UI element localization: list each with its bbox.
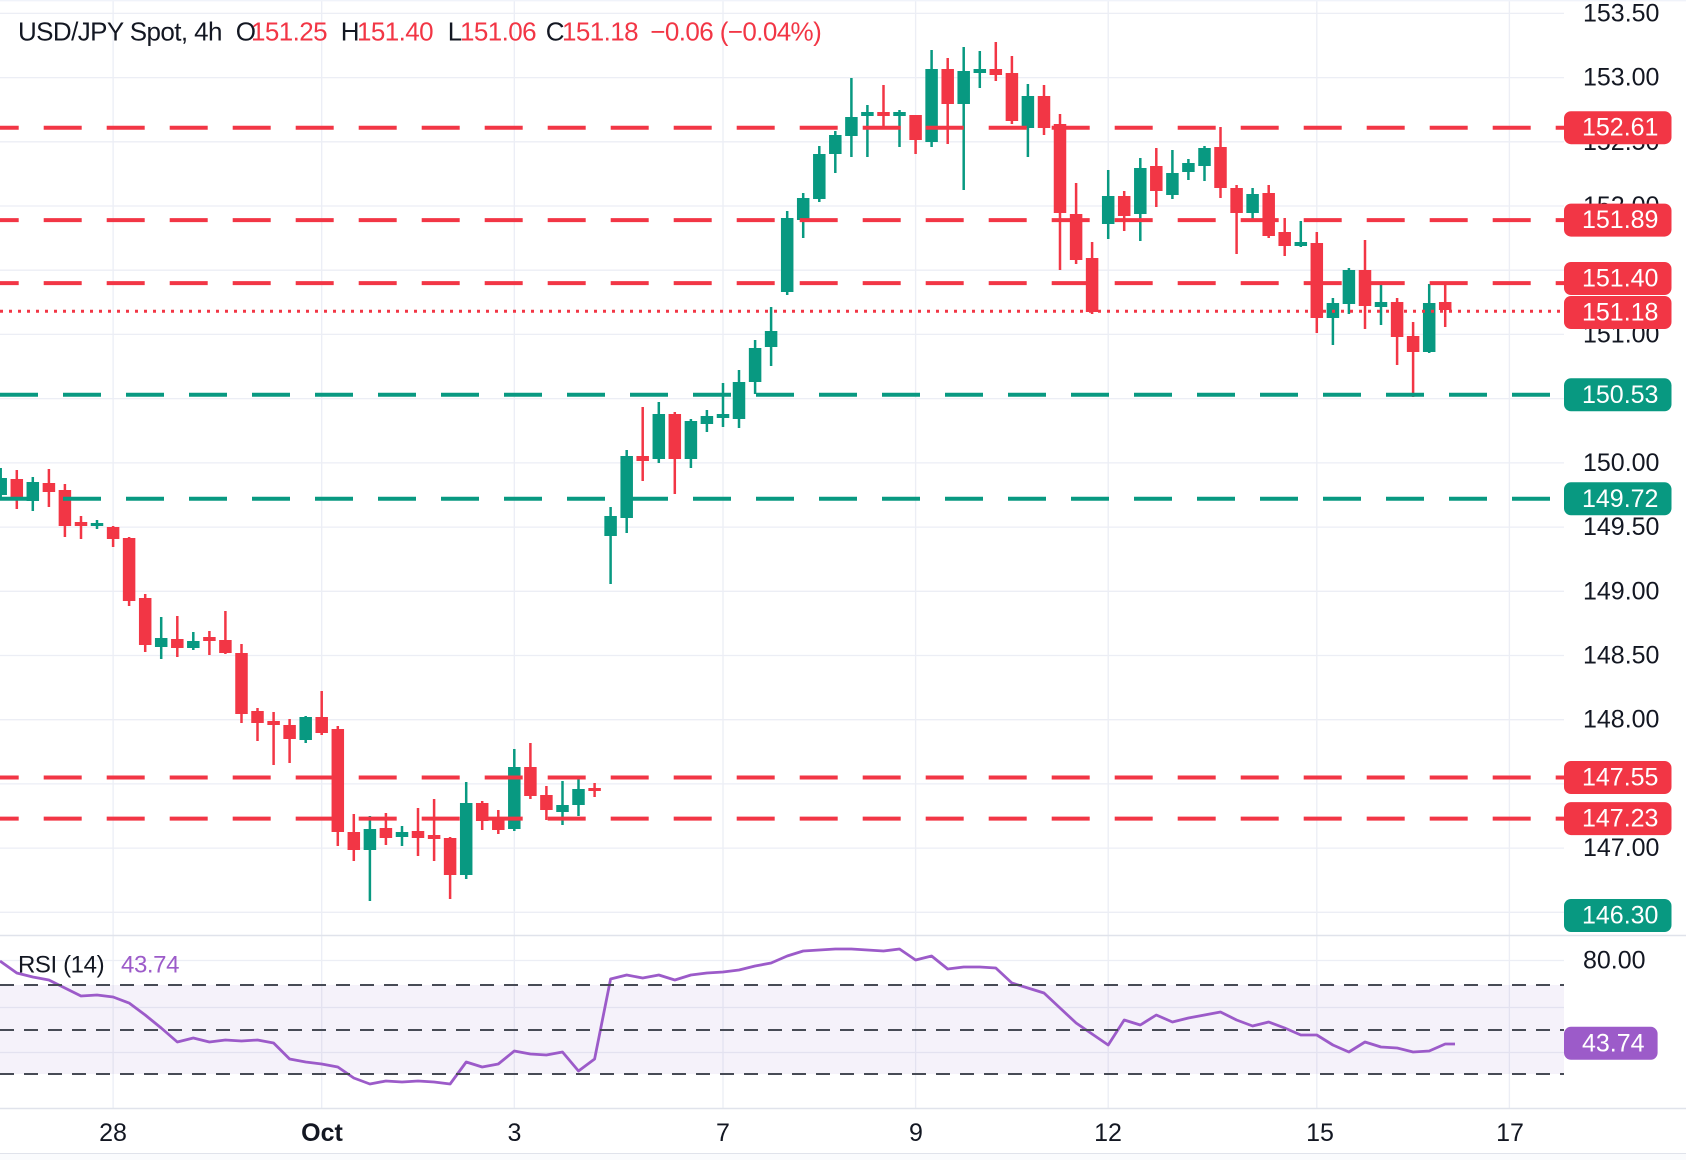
svg-text:147.00: 147.00: [1583, 834, 1659, 862]
svg-text:147.55: 147.55: [1582, 764, 1658, 792]
svg-text:151.06: 151.06: [460, 17, 536, 47]
svg-text:USD/JPY Spot, 4h: USD/JPY Spot, 4h: [18, 17, 222, 47]
svg-text:149.50: 149.50: [1583, 513, 1659, 541]
svg-text:150.00: 150.00: [1583, 449, 1659, 477]
svg-text:9: 9: [909, 1119, 923, 1147]
svg-text:43.74: 43.74: [121, 952, 179, 979]
svg-text:Oct: Oct: [301, 1119, 343, 1147]
svg-text:7: 7: [716, 1119, 730, 1147]
svg-text:149.72: 149.72: [1582, 485, 1658, 513]
svg-text:148.00: 148.00: [1583, 706, 1659, 734]
svg-text:12: 12: [1094, 1119, 1122, 1147]
svg-text:28: 28: [99, 1119, 127, 1147]
svg-text:O: O: [236, 17, 256, 47]
svg-text:153.50: 153.50: [1583, 0, 1659, 27]
svg-text:149.00: 149.00: [1583, 577, 1659, 605]
svg-text:151.18: 151.18: [562, 17, 638, 47]
svg-text:RSI (14): RSI (14): [18, 952, 104, 979]
svg-text:147.23: 147.23: [1582, 805, 1658, 833]
svg-text:151.40: 151.40: [357, 17, 433, 47]
svg-text:151.40: 151.40: [1582, 265, 1658, 293]
svg-text:15: 15: [1306, 1119, 1334, 1147]
svg-text:146.30: 146.30: [1582, 902, 1658, 930]
svg-text:43.74: 43.74: [1582, 1029, 1645, 1057]
svg-text:C: C: [546, 17, 564, 47]
svg-text:148.50: 148.50: [1583, 642, 1659, 670]
svg-text:153.00: 153.00: [1583, 64, 1659, 92]
svg-text:151.25: 151.25: [251, 17, 327, 47]
svg-text:3: 3: [508, 1119, 522, 1147]
svg-text:152.61: 152.61: [1582, 114, 1658, 142]
svg-text:80.00: 80.00: [1583, 947, 1646, 975]
svg-text:150.53: 150.53: [1582, 381, 1658, 409]
svg-text:151.18: 151.18: [1582, 299, 1658, 327]
svg-text:−0.06 (−0.04%): −0.06 (−0.04%): [650, 17, 821, 47]
svg-text:H: H: [341, 17, 359, 47]
svg-text:L: L: [448, 17, 462, 47]
svg-text:151.89: 151.89: [1582, 206, 1658, 234]
svg-text:17: 17: [1496, 1119, 1524, 1147]
